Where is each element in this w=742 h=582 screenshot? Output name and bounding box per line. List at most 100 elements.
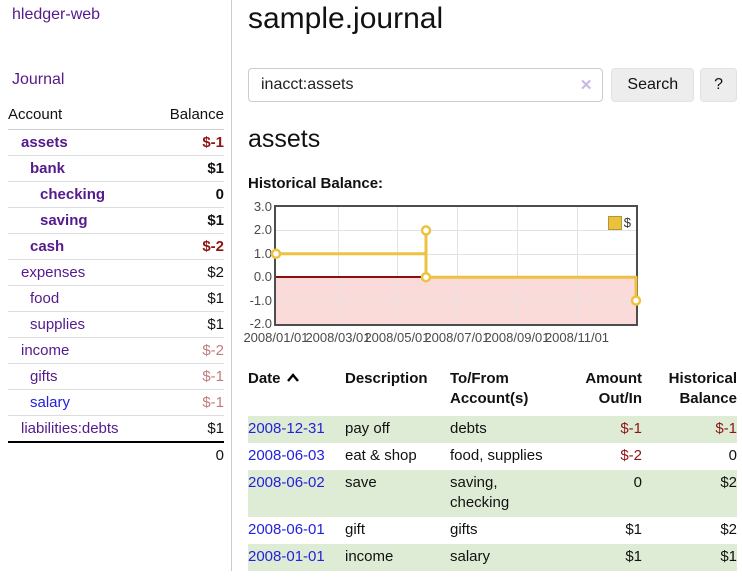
account-row-food: food $1 (8, 285, 224, 312)
transaction-date-link[interactable]: 2008-12-31 (248, 420, 325, 437)
accounts-total-value: 0 (215, 447, 224, 464)
account-link-expenses[interactable]: expenses (21, 264, 86, 281)
transaction-balance: $2 (720, 521, 737, 538)
transaction-row: 2008-06-02 save saving, checking 0 $2 (248, 470, 737, 517)
help-button[interactable]: ? (700, 68, 737, 102)
transaction-balance: $-1 (642, 416, 737, 443)
gridline (338, 207, 339, 324)
column-header-description: Description (345, 370, 428, 387)
accounts-header-row: Account Balance (8, 104, 224, 130)
transaction-row: 2008-01-01 income salary $1 $1 (248, 544, 737, 571)
account-link-checking[interactable]: checking (40, 186, 106, 203)
transaction-row: 2008-06-03 eat & shop food, supplies $-2… (248, 443, 737, 470)
account-balance: $1 (207, 212, 224, 229)
x-tick-label: 2008/03/01 (305, 330, 371, 345)
search-input-wrap: ✕ (248, 68, 604, 102)
brand-link[interactable]: hledger-web (12, 6, 101, 23)
search-input[interactable] (248, 68, 604, 102)
account-link-supplies[interactable]: supplies (30, 316, 86, 333)
gridline (577, 207, 578, 324)
legend-label: $ (623, 215, 631, 230)
account-row-liabilities-debts: liabilities:debts $1 (8, 415, 224, 443)
transaction-accounts: saving, checking (450, 470, 570, 517)
transaction-date-link[interactable]: 2008-06-02 (248, 474, 325, 491)
account-row-income: income $-2 (8, 337, 224, 364)
y-tick-label: 2.0 (253, 222, 272, 237)
transactions-header-row: Date Description To/From Account(s) Amou… (248, 369, 737, 416)
column-header-date[interactable]: Date (248, 369, 345, 416)
transaction-description: eat & shop (345, 447, 417, 464)
x-tick-label: 2008/05/01 (364, 330, 430, 345)
transaction-balance: $1 (642, 544, 737, 571)
account-link-income[interactable]: income (21, 342, 70, 359)
transaction-row: 2008-06-01 gift gifts $1 $2 (248, 517, 737, 544)
y-tick-label: 3.0 (253, 199, 272, 214)
sidebar: hledger-web Journal Account Balance asse… (0, 0, 232, 571)
account-row-bank: bank $1 (8, 155, 224, 182)
account-link-assets[interactable]: assets (21, 134, 68, 151)
account-balance: $-1 (202, 134, 224, 151)
transaction-accounts: food, supplies (450, 447, 543, 464)
y-tick-label: -2.0 (249, 316, 272, 331)
transaction-amount: $1 (625, 521, 642, 538)
account-row-cash: cash $-2 (8, 233, 224, 260)
accounts-table: Account Balance assets $-1 bank $1 check… (8, 104, 224, 468)
account-link-cash[interactable]: cash (30, 238, 65, 255)
accounts-header-balance: Balance (152, 104, 224, 130)
x-tick-label: 2008/11/01 (544, 330, 610, 345)
account-row-saving: saving $1 (8, 207, 224, 234)
account-link-salary[interactable]: salary (30, 394, 71, 411)
negative-region (276, 277, 636, 324)
column-header-balance: Historical Balance (668, 370, 737, 407)
account-row-salary: salary $-1 (8, 389, 224, 416)
x-tick-label: 2008/07/01 (424, 330, 490, 345)
transaction-date-link[interactable]: 2008-06-01 (248, 521, 325, 538)
data-point-marker (630, 295, 642, 306)
account-row-checking: checking 0 (8, 181, 224, 208)
transaction-date-link[interactable]: 2008-01-01 (248, 548, 325, 565)
data-point-marker (420, 225, 432, 236)
account-balance: $1 (207, 420, 224, 437)
sort-ascending-icon (286, 373, 299, 382)
transaction-amount: $-2 (620, 447, 642, 464)
chart-legend: $ (607, 215, 631, 230)
clear-search-icon[interactable]: ✕ (579, 77, 593, 94)
account-balance: $1 (207, 316, 224, 333)
search-button[interactable]: Search (611, 68, 695, 102)
column-header-amount: Amount Out/In (585, 370, 642, 407)
y-tick-label: -1.0 (249, 293, 272, 308)
transaction-row: 2008-12-31 pay off debts $-1 $-1 (248, 416, 737, 443)
data-point-marker (270, 248, 282, 260)
transaction-accounts: gifts (450, 521, 478, 538)
account-balance: $1 (207, 290, 224, 307)
transaction-description: gift (345, 521, 366, 538)
main-content: sample.journal ✕ Search ? assets Histori… (232, 0, 742, 571)
transaction-balance: $2 (642, 470, 737, 517)
page-title: sample.journal (248, 2, 444, 35)
x-tick-label: 2008/01/01 (243, 330, 309, 345)
account-balance: 0 (215, 186, 224, 203)
transaction-date-link[interactable]: 2008-06-03 (248, 447, 325, 464)
account-link-gifts[interactable]: gifts (30, 368, 58, 385)
account-link-food[interactable]: food (30, 290, 60, 307)
account-link-saving[interactable]: saving (40, 212, 88, 229)
account-heading: assets (248, 125, 321, 153)
sidebar-item-journal[interactable]: Journal (12, 71, 65, 88)
transaction-accounts: salary (450, 544, 570, 571)
search-form: ✕ Search ? (248, 68, 737, 102)
account-balance: $-2 (202, 342, 224, 359)
transaction-description: pay off (345, 416, 450, 443)
gridline (276, 254, 636, 255)
transaction-amount: 0 (570, 470, 642, 517)
transaction-description: income (345, 544, 450, 571)
transaction-amount: $-1 (570, 416, 642, 443)
gridline (517, 207, 518, 324)
gridline (397, 207, 398, 324)
account-link-bank[interactable]: bank (30, 160, 66, 177)
account-link-liabilities-debts[interactable]: liabilities:debts (21, 420, 119, 437)
account-row-gifts: gifts $-1 (8, 363, 224, 390)
account-balance: $-1 (202, 368, 224, 385)
plot-area: $ (270, 205, 642, 326)
transaction-accounts: debts (450, 416, 570, 443)
